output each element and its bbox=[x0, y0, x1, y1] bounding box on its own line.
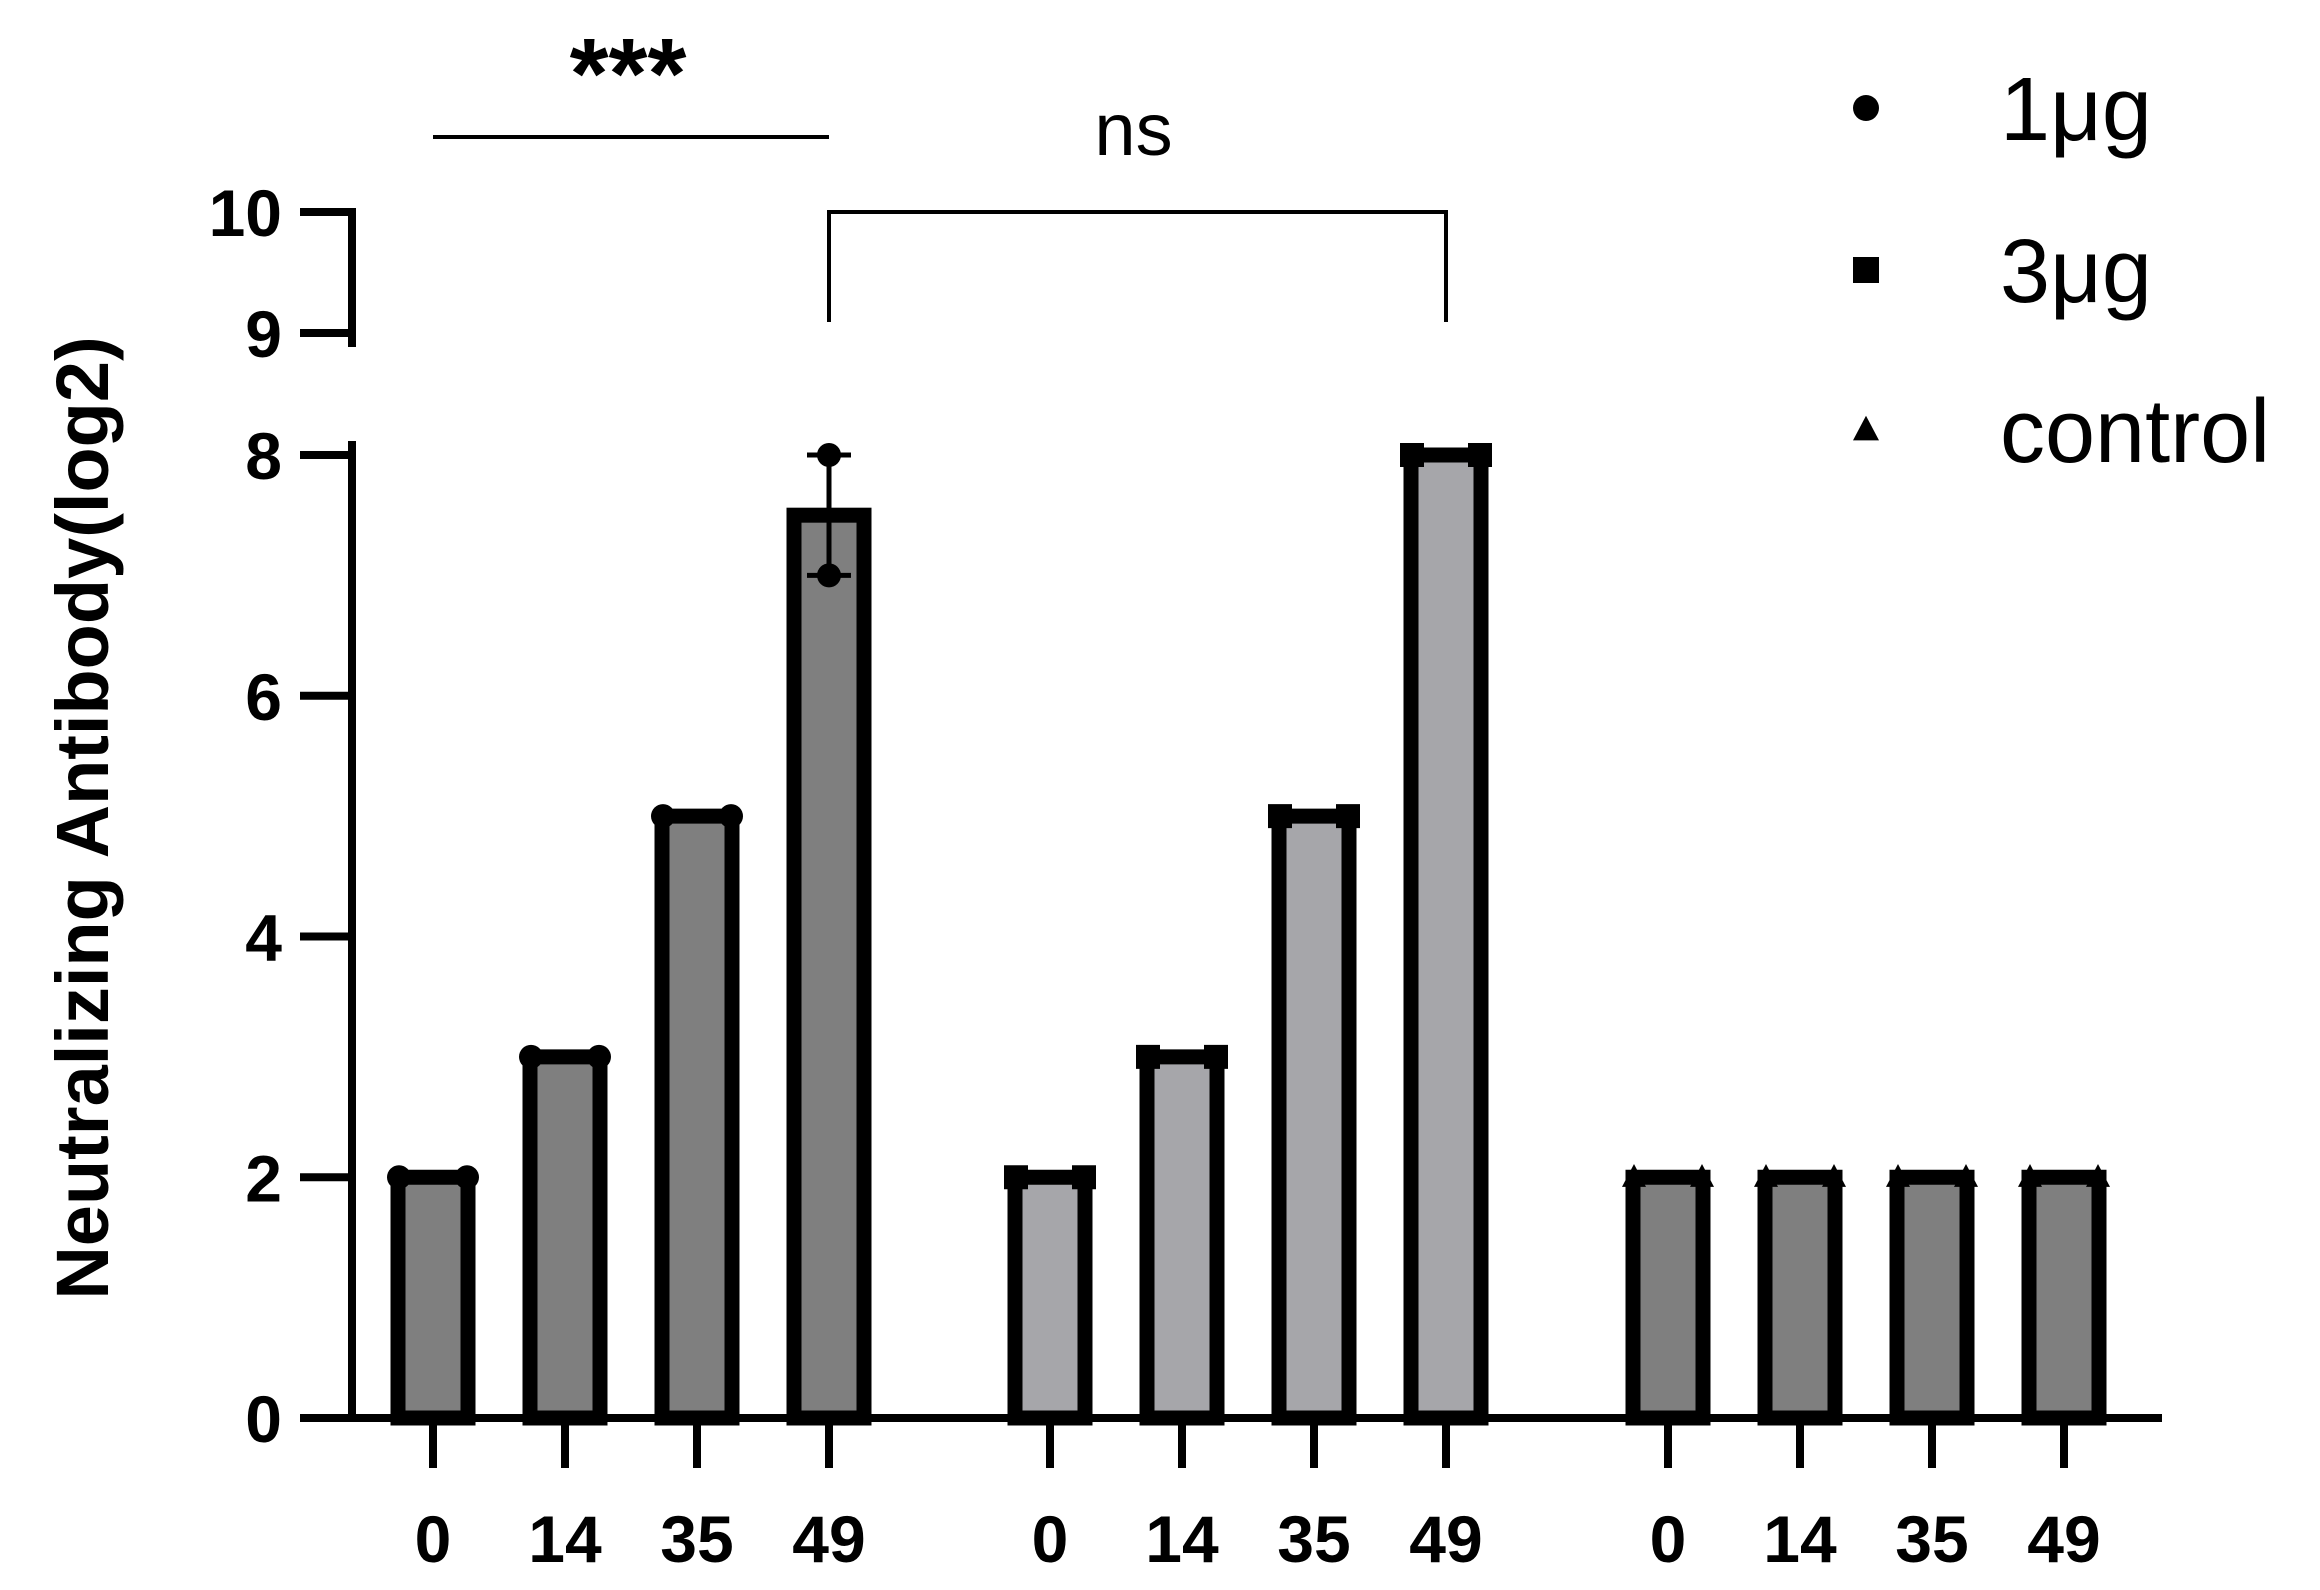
y-tick-label-0: 0 bbox=[245, 1382, 282, 1456]
data-point-0-0-0 bbox=[387, 1165, 411, 1190]
data-point-2-1-1 bbox=[1822, 1164, 1846, 1187]
data-point-0-2-0 bbox=[651, 804, 675, 829]
data-point-0-3-1 bbox=[817, 443, 841, 467]
data-point-2-1-0 bbox=[1754, 1164, 1778, 1187]
legend-marker-2 bbox=[1853, 415, 1879, 441]
legend-marker-1 bbox=[1853, 257, 1879, 283]
significance-label: *** bbox=[570, 18, 687, 130]
x-tick-label-0-3: 49 bbox=[792, 1502, 865, 1576]
data-point-1-1-1 bbox=[1204, 1044, 1228, 1069]
data-point-1-0-0 bbox=[1004, 1165, 1028, 1190]
bar-2-2 bbox=[1889, 1169, 1975, 1426]
y-tick-label-2: 2 bbox=[245, 1141, 282, 1215]
x-tick-label-2-0: 0 bbox=[1650, 1502, 1687, 1576]
annotations-layer: *** ns bbox=[433, 18, 1448, 322]
bar-2-0 bbox=[1625, 1169, 1711, 1426]
x-tick-label-1-0: 0 bbox=[1032, 1502, 1069, 1576]
significance-bracket bbox=[827, 210, 1448, 322]
x-tick-label-0-2: 35 bbox=[660, 1502, 733, 1576]
axes-layer: 0 14 35 49 0 14 35 49 0 14 35 49 0 2 4 6 8 9 10 bbox=[209, 176, 2162, 1576]
x-tick-label-2-3: 49 bbox=[2027, 1502, 2100, 1576]
y-axis-title: Neutralizing Antibody(log2) bbox=[41, 336, 124, 1299]
bars-layer bbox=[390, 447, 2107, 1426]
bar-2-1 bbox=[1757, 1169, 1843, 1426]
y-tick-label-4: 4 bbox=[245, 901, 282, 975]
data-point-1-2-0 bbox=[1268, 804, 1292, 829]
x-tick-label-1-2: 35 bbox=[1277, 1502, 1350, 1576]
data-point-2-3-0 bbox=[2018, 1164, 2042, 1187]
significance-label-ns: ns bbox=[1094, 88, 1172, 171]
x-tick-label-1-1: 14 bbox=[1145, 1502, 1219, 1576]
bar-1-2 bbox=[1271, 808, 1357, 1426]
data-point-1-2-1 bbox=[1336, 804, 1360, 829]
y-tick-label-9: 9 bbox=[245, 297, 282, 371]
points-layer bbox=[387, 443, 2110, 1190]
legend-label-0: 1μg bbox=[2000, 60, 2152, 160]
legend-marker-0 bbox=[1853, 95, 1879, 121]
data-point-2-0-0 bbox=[1622, 1164, 1646, 1187]
bar-2-3 bbox=[2021, 1169, 2107, 1426]
data-point-0-0-1 bbox=[455, 1165, 479, 1190]
data-point-0-2-1 bbox=[719, 804, 743, 829]
y-tick-label-8: 8 bbox=[245, 419, 282, 493]
x-tick-label-1-3: 49 bbox=[1409, 1502, 1482, 1576]
data-point-1-0-1 bbox=[1072, 1165, 1096, 1190]
data-point-2-3-1 bbox=[2086, 1164, 2110, 1187]
bar-1-1 bbox=[1139, 1049, 1225, 1426]
y-tick-label-10: 10 bbox=[209, 176, 282, 250]
data-point-1-3-1 bbox=[1468, 443, 1492, 467]
bar-0-3 bbox=[786, 507, 872, 1426]
x-tick-label-0-0: 0 bbox=[415, 1502, 452, 1576]
data-point-1-3-0 bbox=[1400, 443, 1424, 467]
legend-label-1: 3μg bbox=[2000, 222, 2152, 322]
x-tick-label-2-2: 35 bbox=[1895, 1502, 1968, 1576]
bar-0-2 bbox=[654, 808, 740, 1426]
legend-label-2: control bbox=[2000, 382, 2270, 482]
data-point-1-1-0 bbox=[1136, 1044, 1160, 1069]
data-point-0-1-0 bbox=[519, 1044, 543, 1069]
bar-1-3 bbox=[1403, 447, 1489, 1426]
bar-0-0 bbox=[390, 1169, 476, 1426]
data-point-2-2-0 bbox=[1886, 1164, 1910, 1187]
bar-1-0 bbox=[1007, 1169, 1093, 1426]
x-tick-label-0-1: 14 bbox=[528, 1502, 602, 1576]
bar-0-1 bbox=[522, 1049, 608, 1426]
data-point-2-0-1 bbox=[1690, 1164, 1714, 1187]
legend: 1μg 3μg control bbox=[1853, 60, 2270, 482]
x-tick-label-2-1: 14 bbox=[1763, 1502, 1837, 1576]
data-point-0-1-1 bbox=[587, 1044, 611, 1069]
y-tick-label-6: 6 bbox=[245, 660, 282, 734]
data-point-0-3-0 bbox=[817, 563, 841, 588]
data-point-2-2-1 bbox=[1954, 1164, 1978, 1187]
